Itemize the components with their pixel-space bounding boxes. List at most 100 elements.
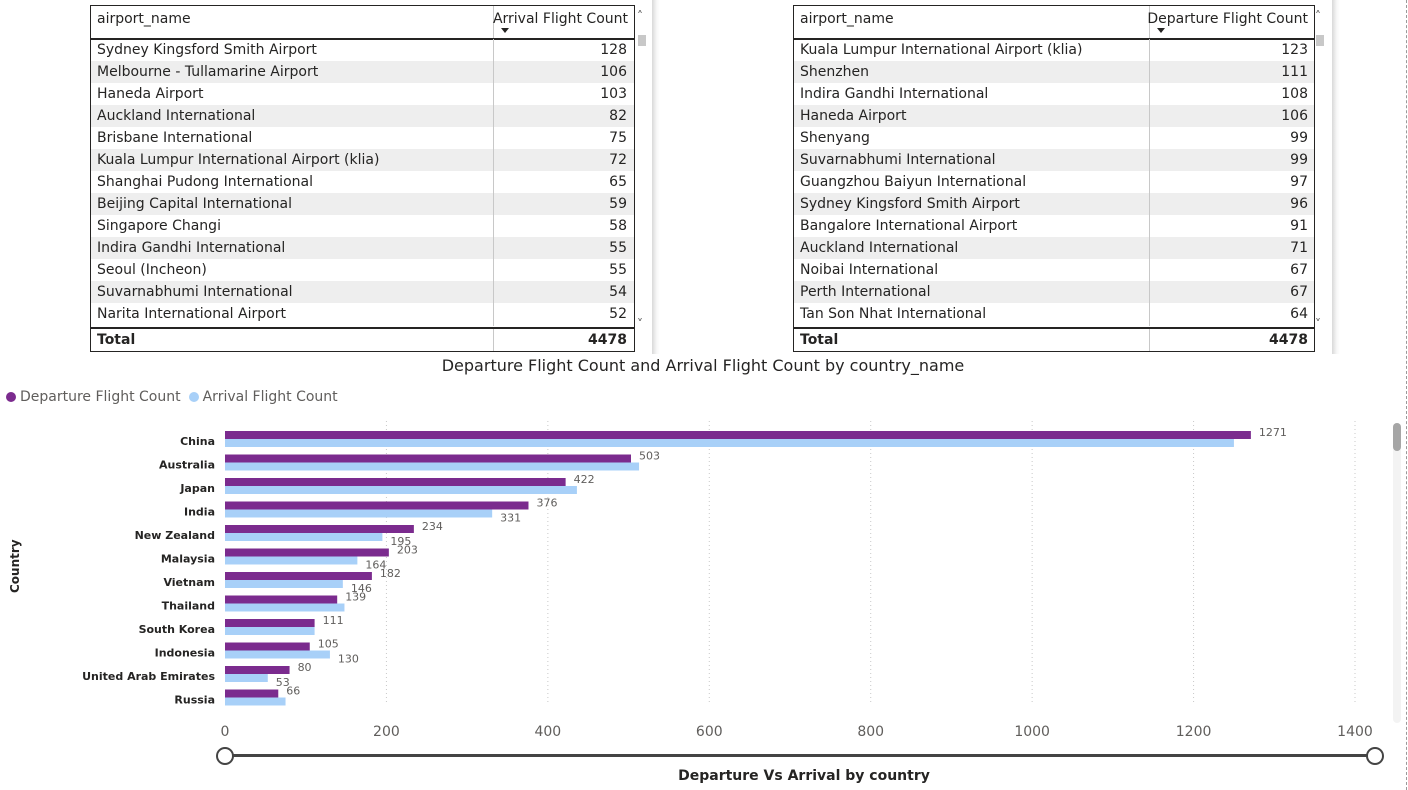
cell-airport-name: Indira Gandhi International bbox=[800, 86, 989, 102]
data-label: 130 bbox=[338, 653, 359, 666]
total-value: 4478 bbox=[1269, 332, 1308, 348]
table-row: Kuala Lumpur International Airport (klia… bbox=[91, 149, 634, 171]
cell-airport-name: Melbourne - Tullamarine Airport bbox=[97, 64, 319, 80]
data-label: 1271 bbox=[1259, 426, 1287, 439]
scroll-thumb[interactable] bbox=[638, 35, 646, 46]
category-label: Vietnam bbox=[163, 576, 215, 589]
column-divider bbox=[493, 6, 494, 38]
x-axis-range-slider[interactable] bbox=[216, 746, 1384, 766]
column-divider bbox=[1149, 39, 1150, 326]
chart-scroll-thumb[interactable] bbox=[1393, 423, 1401, 451]
cell-count: 59 bbox=[609, 196, 627, 212]
data-label: 234 bbox=[422, 520, 443, 533]
bar-departure bbox=[225, 572, 372, 580]
visual-shadow bbox=[1332, 0, 1340, 354]
column-divider bbox=[1149, 6, 1150, 38]
column-header-departure-count[interactable]: Departure Flight Count bbox=[1147, 11, 1308, 27]
arrival-table-scrollbar[interactable]: ˄ ˅ bbox=[635, 8, 649, 333]
total-label: Total bbox=[800, 332, 839, 348]
table-row: Brisbane International 75 bbox=[91, 127, 634, 149]
range-slider-track bbox=[224, 754, 1376, 757]
table-row: Shenzhen 111 bbox=[794, 61, 1314, 83]
table-header: airport_name Arrival Flight Count bbox=[91, 6, 634, 40]
data-label: 195 bbox=[390, 535, 411, 548]
column-divider bbox=[493, 39, 494, 326]
data-label: 376 bbox=[536, 497, 557, 510]
table-row: Kuala Lumpur International Airport (klia… bbox=[794, 39, 1314, 61]
table-body: Sydney Kingsford Smith Airport 128 Melbou… bbox=[91, 39, 634, 325]
total-label: Total bbox=[97, 332, 136, 348]
category-label: United Arab Emirates bbox=[82, 670, 215, 683]
bar-arrival bbox=[225, 533, 383, 541]
bar-arrival bbox=[225, 439, 1234, 447]
cell-count: 99 bbox=[1290, 130, 1308, 146]
bar-departure bbox=[225, 501, 529, 510]
legend-item-arrival[interactable]: Arrival Flight Count bbox=[188, 389, 338, 405]
cell-airport-name: Noibai International bbox=[800, 262, 939, 278]
scroll-up-icon[interactable]: ˄ bbox=[637, 9, 643, 23]
bar-arrival bbox=[225, 462, 640, 471]
range-slider-start-handle[interactable] bbox=[216, 747, 234, 765]
category-label: India bbox=[184, 506, 215, 519]
table-row: Singapore Changi 58 bbox=[91, 215, 634, 237]
cell-count: 91 bbox=[1290, 218, 1308, 234]
cell-count: 55 bbox=[609, 240, 627, 256]
cell-airport-name: Sydney Kingsford Smith Airport bbox=[97, 42, 317, 58]
cell-count: 75 bbox=[609, 130, 627, 146]
data-label: 146 bbox=[351, 582, 372, 595]
cell-count: 55 bbox=[609, 262, 627, 278]
legend-marker-arrival bbox=[188, 392, 199, 402]
column-header-arrival-count[interactable]: Arrival Flight Count bbox=[492, 11, 628, 27]
cell-airport-name: Suvarnabhumi International bbox=[97, 284, 293, 300]
data-label: 503 bbox=[639, 450, 660, 463]
table-row: Suvarnabhumi International 54 bbox=[91, 281, 634, 303]
cell-airport-name: Indira Gandhi International bbox=[97, 240, 286, 256]
scroll-thumb[interactable] bbox=[1316, 35, 1324, 46]
cell-count: 99 bbox=[1290, 152, 1308, 168]
scroll-down-icon[interactable]: ˅ bbox=[637, 317, 643, 331]
cell-count: 72 bbox=[609, 152, 627, 168]
legend-item-departure[interactable]: Departure Flight Count bbox=[6, 389, 181, 405]
bar-arrival bbox=[225, 650, 330, 659]
column-header-airport-name[interactable]: airport_name bbox=[800, 11, 894, 27]
cell-airport-name: Guangzhou Baiyun International bbox=[800, 174, 1027, 190]
table-row: Narita International Airport 52 bbox=[91, 303, 634, 325]
chart-legend: Departure Flight Count Arrival Flight Co… bbox=[6, 389, 346, 405]
range-slider-end-handle[interactable] bbox=[1366, 747, 1384, 765]
column-divider bbox=[493, 329, 494, 351]
cell-count: 64 bbox=[1290, 306, 1308, 322]
cell-count: 128 bbox=[600, 42, 627, 58]
category-label: Malaysia bbox=[161, 553, 215, 566]
page-edge-divider bbox=[1406, 0, 1407, 790]
table-row: Bangalore International Airport 91 bbox=[794, 215, 1314, 237]
table-row: Noibai International 67 bbox=[794, 259, 1314, 281]
bar-departure bbox=[225, 431, 1251, 439]
bar-departure bbox=[225, 595, 338, 604]
column-header-airport-name[interactable]: airport_name bbox=[97, 11, 191, 27]
cell-count: 52 bbox=[609, 306, 627, 322]
cell-airport-name: Perth International bbox=[800, 284, 931, 300]
table-row: Indira Gandhi International 108 bbox=[794, 83, 1314, 105]
data-label: 164 bbox=[365, 559, 386, 572]
scroll-down-icon[interactable]: ˅ bbox=[1315, 317, 1321, 331]
visual-shadow bbox=[652, 0, 660, 354]
bar-arrival bbox=[225, 674, 268, 682]
category-label: Thailand bbox=[162, 600, 215, 613]
cell-count: 67 bbox=[1290, 262, 1308, 278]
scroll-up-icon[interactable]: ˄ bbox=[1315, 9, 1321, 23]
bar-arrival bbox=[225, 627, 315, 635]
cell-airport-name: Brisbane International bbox=[97, 130, 253, 146]
departure-table-scrollbar[interactable]: ˄ ˅ bbox=[1313, 8, 1327, 333]
cell-airport-name: Shanghai Pudong International bbox=[97, 174, 313, 190]
data-label: 139 bbox=[345, 591, 366, 604]
bar-departure bbox=[225, 619, 315, 627]
cell-count: 106 bbox=[1281, 108, 1308, 124]
bar-departure bbox=[225, 478, 566, 486]
cell-airport-name: Beijing Capital International bbox=[97, 196, 292, 212]
chart-scrollbar[interactable] bbox=[1393, 423, 1401, 723]
data-label: 80 bbox=[298, 661, 312, 674]
cell-airport-name: Shenzhen bbox=[800, 64, 869, 80]
bar-departure bbox=[225, 666, 290, 674]
table-row: Beijing Capital International 59 bbox=[91, 193, 634, 215]
cell-airport-name: Singapore Changi bbox=[97, 218, 221, 234]
